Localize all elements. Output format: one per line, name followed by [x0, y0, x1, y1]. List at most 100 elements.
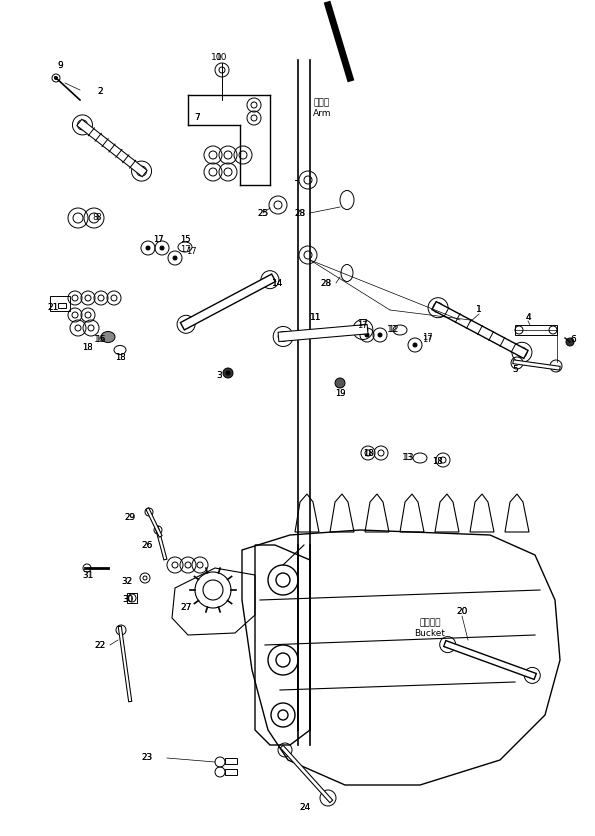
Circle shape — [335, 378, 345, 388]
Text: 30: 30 — [123, 595, 133, 604]
Bar — [50, 296, 70, 311]
Text: 28: 28 — [320, 278, 331, 288]
Text: 18: 18 — [115, 354, 126, 363]
Text: 27: 27 — [180, 604, 192, 613]
Text: 7: 7 — [194, 114, 200, 123]
Text: 26: 26 — [142, 541, 153, 549]
Text: 32: 32 — [121, 578, 133, 587]
Text: 17: 17 — [422, 335, 433, 344]
Text: 16: 16 — [94, 335, 106, 344]
Text: 25: 25 — [258, 208, 268, 217]
Text: 20: 20 — [456, 608, 468, 616]
Text: 6: 6 — [570, 335, 576, 344]
Text: 7: 7 — [194, 114, 200, 123]
Text: 1: 1 — [476, 305, 482, 314]
Text: 17: 17 — [180, 246, 190, 254]
Text: 8: 8 — [92, 213, 98, 222]
Circle shape — [413, 343, 417, 347]
Circle shape — [566, 338, 574, 346]
Text: 29: 29 — [125, 513, 135, 522]
Text: 17: 17 — [153, 236, 163, 244]
Bar — [58, 303, 66, 308]
Text: 14: 14 — [273, 279, 284, 288]
Text: 28: 28 — [295, 208, 305, 217]
Text: 18: 18 — [363, 448, 373, 457]
Text: 4: 4 — [525, 314, 531, 323]
Text: 23: 23 — [142, 753, 152, 762]
Text: 9: 9 — [57, 60, 63, 69]
Circle shape — [173, 256, 177, 260]
Text: 4: 4 — [525, 314, 531, 323]
Text: 15: 15 — [180, 236, 190, 244]
Text: 14: 14 — [273, 279, 284, 288]
Text: 11: 11 — [310, 314, 322, 323]
Text: 20: 20 — [456, 608, 468, 616]
Text: 18: 18 — [82, 344, 92, 353]
Text: Arm: Arm — [313, 109, 331, 118]
Text: 12: 12 — [388, 325, 398, 334]
Text: 31: 31 — [83, 570, 93, 579]
Text: 10: 10 — [216, 54, 228, 63]
Bar — [225, 758, 237, 764]
Text: 5: 5 — [512, 365, 518, 375]
Text: 32: 32 — [122, 578, 132, 587]
Text: 16: 16 — [95, 335, 105, 344]
Text: 24: 24 — [299, 803, 311, 813]
Text: 31: 31 — [82, 570, 94, 579]
Text: 17: 17 — [422, 334, 433, 343]
Text: 2: 2 — [97, 88, 103, 96]
Text: 29: 29 — [124, 513, 136, 522]
Text: 21: 21 — [48, 303, 59, 313]
Text: 28: 28 — [321, 278, 331, 288]
Text: 5: 5 — [512, 365, 518, 375]
Text: 18: 18 — [115, 354, 126, 363]
Text: 22: 22 — [95, 640, 106, 650]
Text: 10: 10 — [211, 54, 223, 63]
Text: 2: 2 — [97, 88, 103, 96]
Text: 19: 19 — [335, 389, 345, 397]
Text: 25: 25 — [257, 208, 269, 217]
Text: 6: 6 — [570, 335, 576, 344]
Text: 26: 26 — [142, 541, 153, 549]
Text: 3: 3 — [216, 370, 222, 380]
Text: 13: 13 — [402, 453, 414, 462]
Circle shape — [223, 368, 233, 378]
Text: 15: 15 — [180, 236, 190, 244]
Text: 27: 27 — [180, 604, 192, 613]
Text: 17: 17 — [356, 319, 367, 328]
Text: 12: 12 — [387, 325, 399, 334]
Bar — [127, 593, 137, 603]
Circle shape — [55, 77, 58, 79]
Text: 23: 23 — [142, 753, 153, 762]
Text: 30: 30 — [122, 595, 134, 604]
Bar — [225, 769, 237, 775]
Text: Bucket: Bucket — [415, 629, 446, 638]
Bar — [515, 325, 557, 335]
Text: 18: 18 — [82, 344, 92, 353]
Text: 11: 11 — [310, 314, 322, 323]
Text: 8: 8 — [95, 213, 101, 222]
Text: 13: 13 — [403, 453, 414, 462]
Text: 22: 22 — [95, 640, 106, 650]
Text: 18: 18 — [432, 457, 442, 466]
Text: 9: 9 — [57, 60, 63, 69]
Text: 19: 19 — [335, 389, 345, 397]
Circle shape — [378, 333, 382, 337]
Text: 24: 24 — [299, 803, 311, 813]
Circle shape — [146, 246, 150, 250]
Text: 28: 28 — [295, 208, 306, 217]
Text: 17: 17 — [153, 236, 163, 244]
Text: 3: 3 — [216, 370, 222, 380]
Circle shape — [226, 371, 230, 375]
Text: 21: 21 — [48, 303, 59, 313]
Text: 18: 18 — [432, 457, 442, 466]
Text: 17: 17 — [186, 247, 196, 257]
Text: 17: 17 — [356, 320, 367, 329]
Circle shape — [365, 333, 369, 337]
Circle shape — [160, 246, 164, 250]
Text: 18: 18 — [363, 448, 373, 457]
Text: アーム: アーム — [314, 99, 330, 108]
Ellipse shape — [101, 332, 115, 343]
Text: 1: 1 — [476, 305, 482, 314]
Text: バケット: バケット — [419, 619, 441, 628]
